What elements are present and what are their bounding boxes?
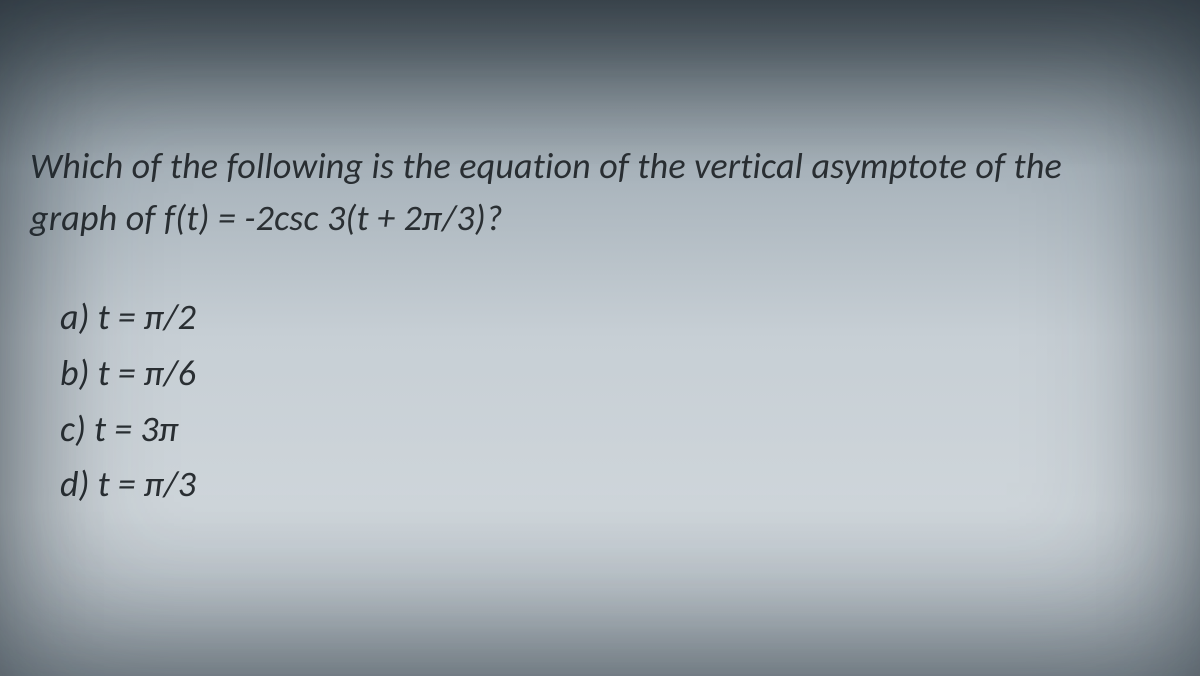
question-line-2: graph of f(t) = -2csc 3(t + 2π/3)? [30,192,1180,244]
option-b[interactable]: b) t = π/6 [60,346,1180,402]
option-a[interactable]: a) t = π/2 [60,290,1180,346]
question-text: Which of the following is the equation o… [0,140,1200,244]
answer-options: a) t = π/2 b) t = π/6 c) t = 3π d) t = π… [0,290,1200,513]
question-line-1: Which of the following is the equation o… [30,140,1180,192]
option-c[interactable]: c) t = 3π [60,402,1180,458]
option-d[interactable]: d) t = π/3 [60,457,1180,513]
